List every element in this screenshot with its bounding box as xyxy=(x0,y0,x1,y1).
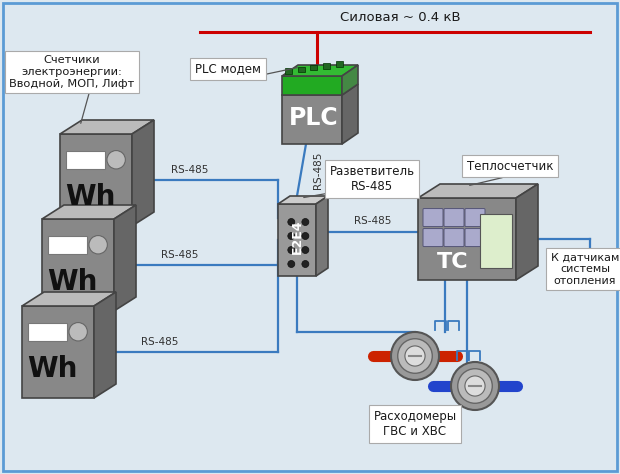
Circle shape xyxy=(288,261,294,267)
Polygon shape xyxy=(278,204,316,276)
Circle shape xyxy=(302,246,309,254)
FancyBboxPatch shape xyxy=(444,228,464,246)
Polygon shape xyxy=(418,198,516,280)
Polygon shape xyxy=(282,76,342,95)
Circle shape xyxy=(288,219,294,226)
Text: Wh: Wh xyxy=(27,355,78,383)
Polygon shape xyxy=(22,292,116,306)
Circle shape xyxy=(288,233,294,239)
Polygon shape xyxy=(342,65,358,95)
Text: RS-485: RS-485 xyxy=(314,151,324,189)
Text: PLC модем: PLC модем xyxy=(195,63,261,75)
Circle shape xyxy=(302,233,309,239)
Polygon shape xyxy=(60,120,154,134)
Polygon shape xyxy=(114,205,136,311)
Text: RS-485: RS-485 xyxy=(171,165,209,175)
Circle shape xyxy=(69,323,87,341)
Text: Счетчики
электроэнергии:
Вводной, МОП, Лифт: Счетчики электроэнергии: Вводной, МОП, Л… xyxy=(9,55,135,89)
Circle shape xyxy=(451,362,499,410)
FancyBboxPatch shape xyxy=(423,209,443,227)
Text: RS-485: RS-485 xyxy=(354,217,392,227)
Polygon shape xyxy=(342,84,358,144)
Polygon shape xyxy=(335,61,342,67)
Polygon shape xyxy=(282,65,358,76)
FancyBboxPatch shape xyxy=(66,151,105,169)
Circle shape xyxy=(465,376,485,396)
Text: E2E4: E2E4 xyxy=(291,219,304,254)
Text: PLC: PLC xyxy=(288,106,338,130)
Text: Wh: Wh xyxy=(47,267,97,296)
Polygon shape xyxy=(298,67,304,72)
Polygon shape xyxy=(418,184,538,198)
FancyBboxPatch shape xyxy=(465,228,485,246)
Circle shape xyxy=(391,332,439,380)
Polygon shape xyxy=(516,184,538,280)
Text: RS-485: RS-485 xyxy=(161,250,198,260)
Polygon shape xyxy=(278,196,328,204)
Polygon shape xyxy=(316,196,328,276)
FancyBboxPatch shape xyxy=(28,323,68,341)
Circle shape xyxy=(302,261,309,267)
Text: TC: TC xyxy=(436,252,468,272)
Circle shape xyxy=(458,369,492,403)
Text: Расходомеры
ГВС и ХВС: Расходомеры ГВС и ХВС xyxy=(373,410,456,438)
Circle shape xyxy=(89,236,107,254)
Text: RS-485: RS-485 xyxy=(141,337,179,347)
FancyBboxPatch shape xyxy=(444,209,464,227)
FancyBboxPatch shape xyxy=(48,236,87,254)
Polygon shape xyxy=(42,219,114,311)
Polygon shape xyxy=(42,205,136,219)
Circle shape xyxy=(397,339,432,374)
Circle shape xyxy=(302,219,309,226)
Text: Силовая ~ 0.4 кВ: Силовая ~ 0.4 кВ xyxy=(340,11,460,24)
FancyBboxPatch shape xyxy=(480,214,512,268)
Text: Теплосчетчик: Теплосчетчик xyxy=(467,159,553,173)
Polygon shape xyxy=(94,292,116,398)
Polygon shape xyxy=(60,134,132,226)
Text: Wh: Wh xyxy=(65,182,115,210)
Polygon shape xyxy=(310,65,317,71)
FancyBboxPatch shape xyxy=(465,209,485,227)
Text: Разветвитель
RS-485: Разветвитель RS-485 xyxy=(329,165,415,193)
Polygon shape xyxy=(282,95,342,144)
Circle shape xyxy=(288,246,294,254)
Circle shape xyxy=(107,151,125,169)
Circle shape xyxy=(405,346,425,366)
Polygon shape xyxy=(132,120,154,226)
Polygon shape xyxy=(323,63,330,69)
Polygon shape xyxy=(285,68,292,74)
FancyBboxPatch shape xyxy=(423,228,443,246)
Text: К датчикам
системы
отопления: К датчикам системы отопления xyxy=(551,252,619,286)
Polygon shape xyxy=(22,306,94,398)
